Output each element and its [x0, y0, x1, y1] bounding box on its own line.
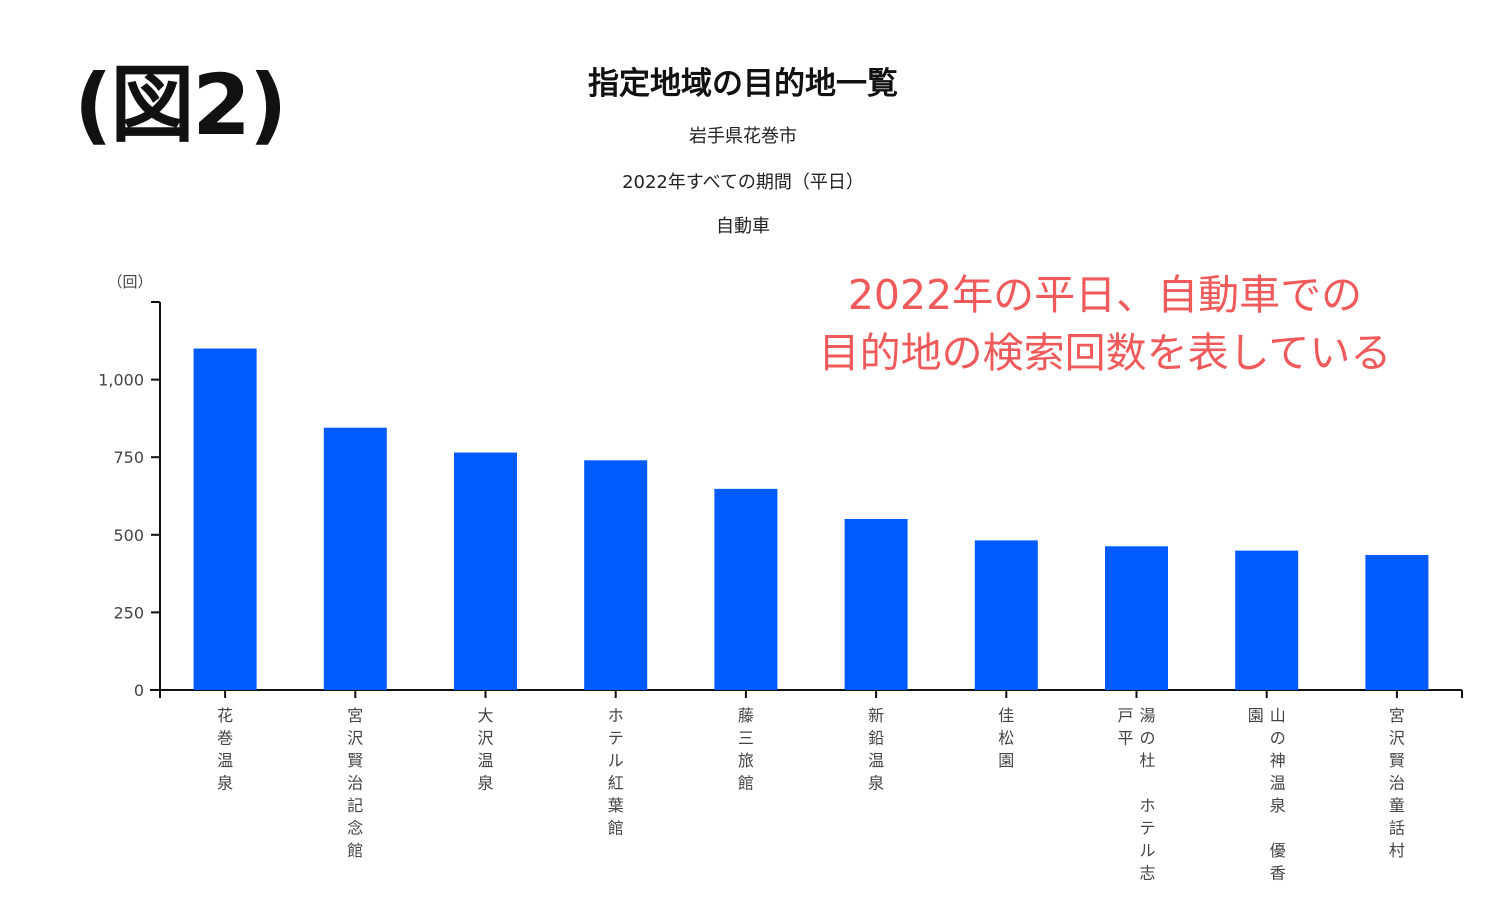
annotation-line-2: 目的地の検索回数を表している	[818, 329, 1392, 377]
x-tick-label: 大沢温泉	[477, 706, 493, 793]
x-tick-label: 戸平	[1117, 706, 1133, 748]
chart-subtitle-period: 2022年すべての期間（平日）	[622, 172, 864, 193]
x-tick-label: 山の神温泉 優香	[1270, 706, 1286, 883]
x-tick-label: 藤三旅館	[738, 706, 754, 793]
bar	[714, 488, 778, 690]
x-tick-label: 宮沢賢治記念館	[347, 706, 363, 860]
x-tick-label: ホテル紅葉館	[608, 706, 624, 838]
bar	[193, 348, 257, 690]
chart-title: 指定地域の目的地一覧	[588, 66, 898, 102]
y-tick-label: 750	[113, 448, 144, 467]
x-tick-label: 佳松園	[998, 706, 1014, 770]
y-axis-unit-label: （回）	[107, 273, 152, 291]
bar	[454, 452, 517, 690]
x-tick-label: 宮沢賢治童話村	[1389, 706, 1405, 860]
chart-subtitle-region: 岩手県花巻市	[689, 126, 797, 147]
x-tick-label: 湯の杜 ホテル志	[1139, 706, 1155, 883]
y-tick-label: 250	[113, 603, 144, 622]
chart-subtitle-mode: 自動車	[716, 216, 770, 237]
bar	[974, 540, 1038, 690]
bar	[584, 460, 648, 690]
bar	[1105, 546, 1168, 690]
bar	[844, 518, 908, 690]
x-tick-label: 園	[1248, 706, 1264, 725]
y-tick-label: 0	[134, 681, 144, 700]
bar	[1235, 550, 1299, 690]
annotation-note: 2022年の平日、自動車での 目的地の検索回数を表している	[780, 266, 1430, 382]
y-tick-label: 500	[113, 526, 144, 545]
annotation-line-1: 2022年の平日、自動車での	[847, 271, 1363, 319]
x-tick-label: 花巻温泉	[217, 706, 233, 793]
y-tick-label: 1,000	[98, 371, 144, 390]
bar	[323, 427, 387, 690]
x-tick-label: 新鉛温泉	[868, 706, 884, 793]
figure-label: (図2)	[74, 56, 287, 154]
bar	[1365, 554, 1429, 690]
